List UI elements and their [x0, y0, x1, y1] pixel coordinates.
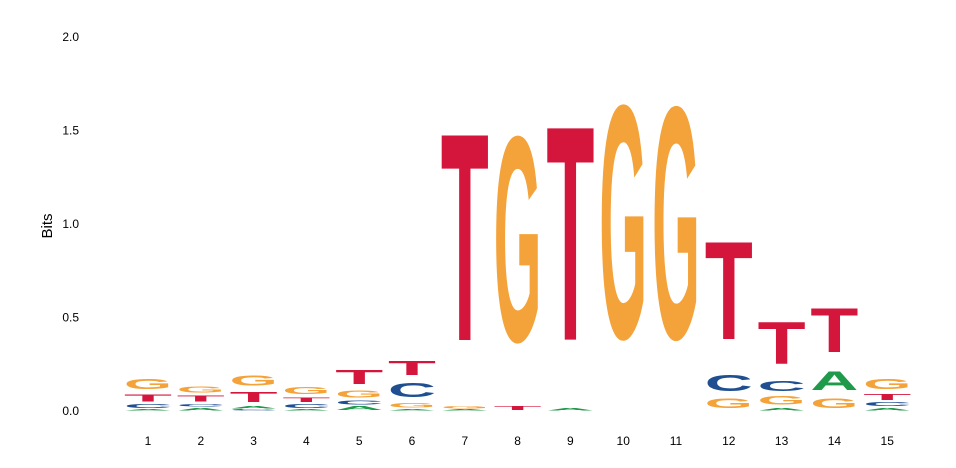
x-tick-label: 9 [567, 434, 574, 448]
logo-letter-g: G [705, 396, 753, 411]
logo-letter-t: T [230, 389, 278, 406]
logo-letter-g: G [230, 372, 278, 389]
x-tick-label: 14 [828, 434, 842, 448]
logo-letter-g: G [124, 375, 172, 392]
logo-letter-c: C [230, 409, 278, 411]
x-tick-label: 8 [514, 434, 521, 448]
logo-letter-t: T [546, 62, 594, 406]
logo-letter-t: T [758, 310, 806, 377]
logo-letter-c: C [177, 403, 225, 407]
logo-letter-g: G [282, 385, 330, 396]
logo-letter-t: T [282, 396, 330, 403]
logo-letter-a: A [546, 407, 594, 411]
logo-letter-a: A [230, 405, 278, 409]
logo-letter-a: A [863, 407, 911, 411]
x-tick-label: 2 [197, 434, 204, 448]
logo-letter-t: T [441, 72, 489, 404]
y-tick-label: 0.5 [62, 311, 79, 325]
logo-letter-a: A [177, 407, 225, 411]
logo-letter-g: G [758, 394, 806, 407]
x-tick-label: 6 [409, 434, 416, 448]
logo-letter-t: T [124, 392, 172, 403]
y-tick-label: 1.5 [62, 124, 79, 138]
logo-letter-a: A [441, 409, 489, 411]
logo-letter-c: C [282, 403, 330, 409]
logo-letter-c: C [863, 402, 911, 408]
logo-letter-g: G [335, 389, 383, 400]
logo-letter-t: T [177, 394, 225, 403]
logo-letter-c: C [758, 377, 806, 394]
logo-letter-g: G [652, 38, 700, 409]
logo-letter-t: T [863, 392, 911, 401]
logo-letter-a: A [282, 409, 330, 411]
x-tick-label: 11 [670, 434, 683, 448]
logo-letter-c: C [388, 380, 436, 402]
y-tick-label: 0.0 [62, 404, 79, 418]
logo-letter-g: G [810, 396, 858, 411]
y-axis-title: Bits [39, 213, 56, 238]
x-tick-label: 12 [722, 434, 736, 448]
x-tick-label: 1 [145, 434, 152, 448]
logo-letter-t: T [494, 405, 542, 411]
logo-letter-a: A [758, 407, 806, 411]
logo-letter-t: T [705, 213, 753, 370]
logo-letter-t: T [388, 357, 436, 379]
logo-letter-c: C [335, 400, 383, 406]
x-axis: 1 2 3 4 5 6 7 8 9 10 11 12 13 14 15 [145, 434, 895, 448]
logo-letter-g: G [177, 385, 225, 394]
x-tick-label: 13 [775, 434, 789, 448]
x-tick-label: 4 [303, 434, 310, 448]
logo-letter-c: C [124, 403, 172, 409]
logo-letter-g: G [863, 375, 911, 392]
logo-letter-g: G [388, 402, 436, 409]
logo-letter-c: C [705, 370, 753, 396]
logo-letter-a: A [810, 366, 858, 396]
x-tick-label: 10 [617, 434, 631, 448]
logo-letter-a: A [124, 409, 172, 411]
logo-letter-g: G [494, 75, 542, 403]
x-tick-label: 3 [250, 434, 257, 448]
y-axis: 0.0 0.5 1.0 1.5 2.0 [62, 30, 79, 418]
x-tick-label: 5 [356, 434, 363, 448]
logo-letter-t: T [335, 366, 383, 388]
logo-letter-g: G [599, 36, 647, 409]
logo-letter-a: A [388, 409, 436, 411]
y-tick-label: 1.0 [62, 217, 79, 231]
x-tick-label: 15 [881, 434, 895, 448]
logo-letter-a: A [335, 405, 383, 411]
y-tick-label: 2.0 [62, 30, 79, 44]
logo-letter-t: T [810, 295, 858, 366]
logo-letter-g: G [441, 405, 489, 409]
x-tick-label: 7 [461, 434, 468, 448]
